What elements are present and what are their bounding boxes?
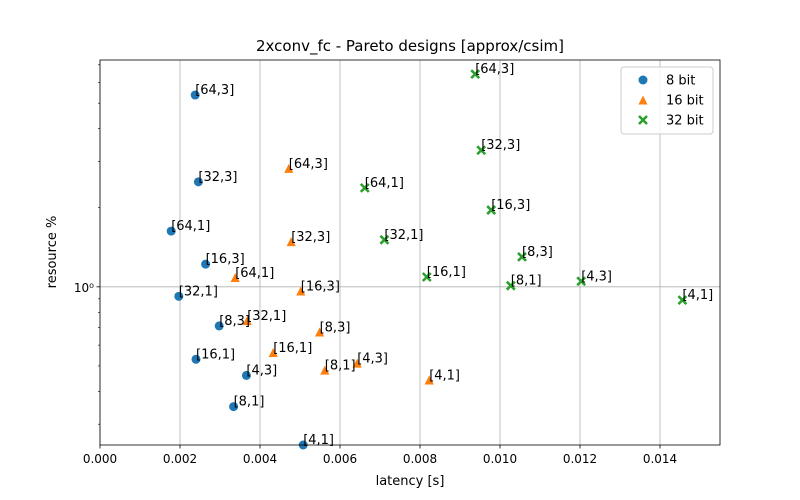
legend-marker-16bit <box>638 95 648 105</box>
legend: 8 bit 16 bit 32 bit <box>620 66 714 135</box>
point-16-bit <box>296 286 306 296</box>
point-8-bit <box>174 291 184 301</box>
point-label: [4,1] <box>303 433 334 448</box>
point-label: [64,3] <box>289 157 328 172</box>
point-label: [16,1] <box>273 341 312 356</box>
chart-title: 2xconv_fc - Pareto designs [approx/csim] <box>256 37 564 56</box>
point-label: [32,3] <box>481 138 520 153</box>
point-32-bit <box>576 276 587 287</box>
point-label: [4,3] <box>581 269 612 284</box>
point-16-bit <box>352 358 362 368</box>
plot-frame <box>99 59 721 446</box>
point-label: [4,3] <box>246 363 277 378</box>
point-label: [64,3] <box>475 62 514 77</box>
point-label: [16,3] <box>206 252 245 267</box>
point-32-bit <box>677 295 688 306</box>
point-label: [32,3] <box>198 170 237 185</box>
point-32-bit <box>379 234 390 245</box>
point-16-bit <box>320 365 330 375</box>
point-label: [4,1] <box>429 368 460 383</box>
x-tick-label: 0.010 <box>483 452 517 466</box>
point-16-bit <box>230 273 240 283</box>
point-label: [8,3] <box>522 245 553 260</box>
point-16-bit <box>286 237 296 247</box>
point-16-bit <box>315 327 325 337</box>
point-8-bit <box>241 370 251 380</box>
point-label: [8,1] <box>325 359 356 374</box>
point-8-bit <box>214 321 224 331</box>
point-8-bit <box>191 354 201 364</box>
y-axis-title: resource % <box>45 216 60 289</box>
point-32-bit <box>359 182 370 193</box>
x-tick-label: 0.012 <box>563 452 597 466</box>
point-32-bit <box>505 280 516 291</box>
point-8-bit <box>166 226 176 236</box>
point-32-bit <box>486 205 497 215</box>
x-tick-label: 0.002 <box>163 452 197 466</box>
point-16-bit <box>242 316 252 326</box>
point-label: [16,3] <box>301 279 340 294</box>
point-label: [8,1] <box>234 395 265 410</box>
point-label: [8,3] <box>219 314 250 329</box>
y-tick-label: 10⁰ <box>74 281 94 295</box>
point-32-bit <box>470 69 481 80</box>
x-tick-label: 0.006 <box>323 452 357 466</box>
point-8-bit <box>190 90 200 100</box>
legend-label-8bit: 8 bit <box>666 74 695 89</box>
data-points <box>166 69 688 450</box>
point-labels: [64,3][32,3][64,1][16,3][32,1][8,3][16,1… <box>171 62 713 448</box>
point-label: [32,1] <box>247 309 286 324</box>
legend-marker-32bit <box>638 115 648 125</box>
point-label: [32,3] <box>291 230 330 245</box>
point-label: [32,1] <box>179 284 218 299</box>
point-label: [64,1] <box>171 219 210 234</box>
point-16-bit <box>424 375 434 385</box>
point-label: [64,3] <box>195 83 234 98</box>
x-axis-title: latency [s] <box>376 474 445 489</box>
plot-area-background <box>100 60 720 445</box>
point-32-bit <box>517 251 527 262</box>
point-8-bit <box>193 177 203 187</box>
point-label: [4,1] <box>682 288 713 303</box>
point-label: [16,3] <box>491 198 530 213</box>
point-32-bit <box>421 272 432 282</box>
point-label: [4,3] <box>357 352 388 367</box>
x-tick-label: 0.014 <box>643 452 677 466</box>
point-8-bit <box>229 402 239 412</box>
point-label: [32,1] <box>384 228 423 243</box>
point-label: [16,1] <box>196 347 235 362</box>
point-32-bit <box>476 145 487 156</box>
legend-label-32bit: 32 bit <box>666 114 704 129</box>
point-8-bit <box>201 259 211 269</box>
point-label: [64,1] <box>235 266 274 281</box>
x-tick-label: 0.008 <box>403 452 437 466</box>
x-tick-label: 0.000 <box>83 452 117 466</box>
legend-marker-8bit <box>638 75 648 85</box>
point-16-bit <box>284 163 294 173</box>
point-label: [8,3] <box>320 321 351 336</box>
point-16-bit <box>268 347 278 357</box>
legend-label-16bit: 16 bit <box>666 94 704 109</box>
point-label: [8,1] <box>511 274 542 289</box>
point-label: [16,1] <box>427 265 466 280</box>
axis-ticks: 0.000 0.002 0.004 0.006 0.008 0.010 0.012 0.014… <box>74 64 677 466</box>
point-label: [64,1] <box>365 176 404 191</box>
x-tick-label: 0.004 <box>243 452 277 466</box>
